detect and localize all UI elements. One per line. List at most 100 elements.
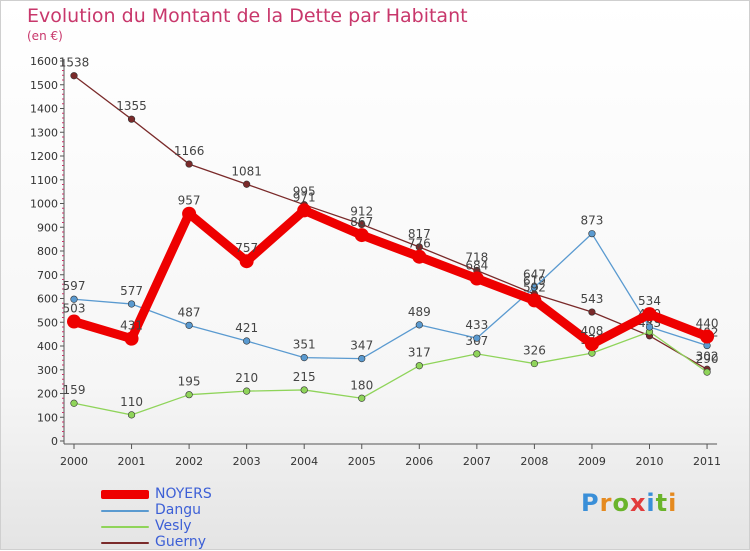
y-tick-label: 100 <box>37 411 58 424</box>
logo-letter: P <box>581 489 600 517</box>
point-guerny <box>358 220 366 228</box>
point-noyers <box>412 249 427 264</box>
data-label-noyers: 757 <box>235 241 258 255</box>
point-dangu <box>358 354 366 363</box>
x-tick-label: 2003 <box>233 455 261 468</box>
point-noyers <box>239 254 254 269</box>
data-label-vesly: 159 <box>63 383 86 397</box>
logo-letter: r <box>599 489 613 517</box>
data-label-noyers: 684 <box>465 259 488 273</box>
legend-swatch-noyers <box>101 490 149 499</box>
y-tick-label: 400 <box>37 340 58 353</box>
y-tick-label: 200 <box>37 388 58 401</box>
y-tick-label: 900 <box>37 221 58 234</box>
point-noyers <box>182 206 197 221</box>
point-guerny <box>243 180 251 188</box>
logo-letter: o <box>612 489 630 517</box>
data-label-guerny: 1538 <box>59 56 90 70</box>
data-label-noyers: 971 <box>293 190 316 204</box>
x-tick-label: 2000 <box>60 455 88 468</box>
x-tick-label: 2009 <box>578 455 606 468</box>
y-tick-label: 1500 <box>30 79 58 92</box>
point-vesly <box>473 350 481 358</box>
point-vesly <box>70 399 78 407</box>
point-vesly <box>703 368 711 376</box>
point-noyers <box>469 271 484 286</box>
point-noyers <box>527 293 542 308</box>
y-tick-label: 800 <box>37 245 58 258</box>
point-noyers <box>354 228 369 243</box>
point-vesly <box>415 362 423 370</box>
legend-swatch-dangu <box>101 510 149 512</box>
data-label-dangu: 489 <box>408 305 431 319</box>
data-label-guerny: 817 <box>408 227 431 241</box>
data-label-dangu: 577 <box>120 284 143 298</box>
legend-swatch-guerny <box>101 542 149 544</box>
data-label-noyers: 408 <box>580 324 603 338</box>
data-label-vesly: 317 <box>408 346 431 360</box>
y-tick-label: 500 <box>37 316 58 329</box>
point-dangu <box>185 321 193 329</box>
y-tick-label: 1200 <box>30 150 58 163</box>
y-tick-label: 1000 <box>30 198 58 211</box>
data-label-vesly: 215 <box>293 370 316 384</box>
point-dangu <box>415 321 423 329</box>
point-dangu <box>300 354 308 362</box>
data-label-vesly: 110 <box>120 395 143 409</box>
legend-swatch-vesly <box>101 526 149 528</box>
point-noyers <box>584 337 599 352</box>
legend-label-guerny: Guerny <box>155 534 207 550</box>
series-line-vesly <box>73 331 708 416</box>
data-label-guerny: 912 <box>350 204 373 218</box>
x-tick-label: 2007 <box>463 455 491 468</box>
x-tick-label: 2006 <box>405 455 433 468</box>
point-dangu <box>645 323 654 331</box>
data-label-noyers: 534 <box>638 294 661 308</box>
data-label-vesly: 290 <box>696 352 719 366</box>
data-label-vesly: 195 <box>178 375 201 389</box>
point-dangu <box>588 230 596 238</box>
point-dangu <box>473 334 481 342</box>
data-label-dangu: 597 <box>63 279 86 293</box>
x-tick-label: 2005 <box>348 455 376 468</box>
data-label-noyers: 867 <box>350 215 373 229</box>
data-label-guerny: 1081 <box>231 164 262 178</box>
data-label-guerny: 302 <box>696 349 719 363</box>
data-label-guerny: 619 <box>523 274 546 288</box>
x-tick-label: 2010 <box>636 455 664 468</box>
data-label-dangu: 873 <box>580 214 603 228</box>
y-tick-label: 300 <box>37 364 58 377</box>
point-noyers <box>700 329 715 344</box>
point-guerny <box>70 72 78 80</box>
point-dangu <box>243 337 251 345</box>
data-label-dangu: 347 <box>350 339 373 353</box>
data-label-noyers: 776 <box>408 237 431 251</box>
data-label-dangu: 433 <box>465 318 488 332</box>
point-guerny <box>185 160 193 168</box>
data-label-guerny: 543 <box>580 292 603 306</box>
data-label-noyers: 503 <box>63 302 86 316</box>
data-label-dangu: 351 <box>293 338 316 352</box>
data-label-guerny: 1355 <box>116 99 147 113</box>
series-line-dangu <box>73 233 708 360</box>
x-tick-label: 2001 <box>118 455 146 468</box>
point-vesly <box>358 394 366 402</box>
y-tick-label: 0 <box>51 435 58 448</box>
chart-title: Evolution du Montant de la Dette par Hab… <box>27 5 468 27</box>
x-tick-label: 2011 <box>693 455 721 468</box>
legend-label-noyers: NOYERS <box>155 486 212 502</box>
y-tick-label: 600 <box>37 293 58 306</box>
logo-letter: i <box>668 489 678 517</box>
logo-letter: t <box>655 489 669 517</box>
data-label-guerny: 1166 <box>174 144 205 158</box>
point-noyers <box>297 203 312 218</box>
data-label-guerny: 995 <box>293 185 316 199</box>
point-guerny <box>127 115 136 123</box>
data-label-vesly: 180 <box>350 378 373 392</box>
series-line-guerny <box>73 75 708 370</box>
point-vesly <box>530 359 539 368</box>
data-label-guerny: 718 <box>465 250 488 264</box>
point-vesly <box>185 391 193 399</box>
